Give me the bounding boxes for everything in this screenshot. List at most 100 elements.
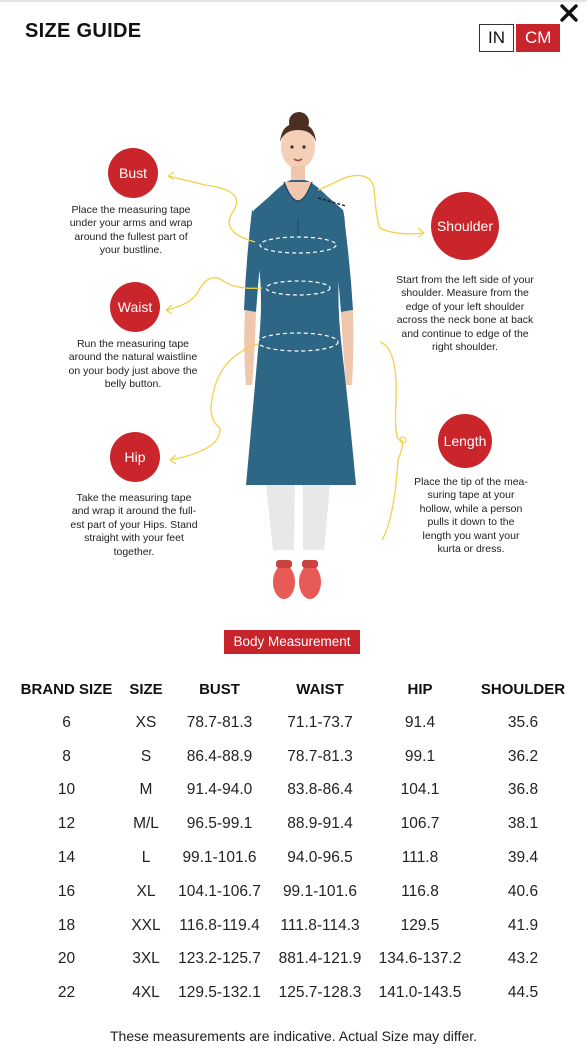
table-cell: 129.5	[400, 916, 440, 934]
measurement-illustration: Bust Place the measuring tape under your…	[0, 100, 587, 610]
table-cell: 18	[57, 916, 76, 934]
table-cell: 39.4	[507, 849, 539, 867]
waist-arrow	[165, 277, 263, 311]
table-cell: 78.7-81.3	[186, 713, 253, 731]
table-cell: 3XL	[132, 950, 160, 968]
table-cell: 104.1	[400, 781, 440, 799]
table-cell: 40.6	[507, 882, 539, 900]
unit-in-button[interactable]: IN	[479, 24, 514, 52]
table-cell: 12	[57, 815, 76, 833]
hip-line	[257, 332, 339, 352]
length-description: Place the tip of the mea- suring tape at…	[414, 476, 528, 556]
table-cell: 91.4-94.0	[186, 781, 253, 799]
size-table: BRAND SIZE SIZE BUST WAIST HIP SHOULDER …	[12, 672, 578, 1010]
kurta	[246, 180, 356, 485]
hip-label-badge: Hip	[110, 432, 160, 482]
column-header: SIZE	[129, 680, 163, 698]
left-pant	[266, 485, 295, 550]
table-cell: 116.8	[401, 882, 439, 900]
hip-arrow	[169, 343, 259, 461]
table-cell: 36.8	[507, 781, 539, 799]
table-cell: 78.7-81.3	[287, 747, 353, 765]
column-header: SHOULDER	[480, 680, 566, 698]
shoulder-description: Start from the left side of your shoulde…	[396, 274, 534, 354]
table-cell: 94.0-96.5	[287, 849, 353, 867]
hair	[280, 123, 316, 142]
table-cell: 43.2	[507, 950, 539, 968]
table-cell: 141.0-143.5	[378, 984, 462, 1002]
table-cell: 99.1-101.6	[282, 882, 358, 900]
table-cell: 20	[57, 950, 76, 968]
neck	[291, 166, 305, 180]
page-title: SIZE GUIDE	[25, 20, 142, 42]
table-cell: 10	[57, 781, 76, 799]
shoulder-arrow	[317, 174, 425, 235]
table-cell: XXL	[131, 916, 161, 934]
table-cell: 104.1-106.7	[178, 882, 261, 900]
right-pant	[303, 485, 330, 550]
table-cell: 41.9	[507, 916, 539, 934]
table-row: 18 XXL 116.8-119.4 111.8-114.3 129.5 41.…	[12, 909, 578, 943]
table-cell: 8	[62, 747, 71, 765]
bust-label-badge: Bust	[108, 148, 158, 198]
length-label-badge: Length	[438, 414, 492, 468]
column-header: BUST	[199, 680, 240, 698]
table-cell: 111.8-114.3	[280, 916, 360, 934]
bust-line	[259, 236, 337, 254]
waist-description: Run the measuring tape around the natura…	[68, 338, 198, 391]
table-cell: 22	[57, 984, 76, 1002]
table-cell: L	[141, 849, 151, 867]
table-cell: 83.8-86.4	[287, 781, 353, 799]
column-header: WAIST	[296, 680, 344, 698]
table-cell: 129.5-132.1	[178, 984, 261, 1002]
disclaimer-text: These measurements are indicative. Actua…	[109, 1028, 478, 1044]
table-cell: M	[139, 781, 153, 799]
neckline	[283, 181, 313, 202]
table-header-row: BRAND SIZE SIZE BUST WAIST HIP SHOULDER	[12, 672, 578, 706]
table-row: 16 XL 104.1-106.7 99.1-101.6 116.8 40.6	[12, 875, 578, 909]
right-forearm	[341, 310, 354, 385]
head	[281, 125, 315, 169]
table-cell: 134.6-137.2	[378, 950, 462, 968]
unit-toggle: IN CM	[479, 24, 561, 52]
waist-label-badge: Waist	[110, 282, 160, 332]
table-cell: 125.7-128.3	[278, 984, 362, 1002]
close-icon[interactable]	[558, 2, 580, 24]
bust-description: Place the measuring tape under your arms…	[69, 204, 193, 257]
column-header: HIP	[407, 680, 433, 698]
shoulder-label-badge: Shoulder	[431, 192, 499, 260]
table-row: 8 S 86.4-88.9 78.7-81.3 99.1 36.2	[12, 740, 578, 774]
table-cell: XL	[136, 882, 156, 900]
hip-description: Take the measuring tape and wrap it arou…	[70, 492, 198, 558]
table-row: 14 L 99.1-101.6 94.0-96.5 111.8 39.4	[12, 841, 578, 875]
table-cell: 881.4-121.9	[278, 950, 362, 968]
top-divider	[0, 0, 587, 2]
table-cell: 116.8-119.4	[179, 916, 260, 934]
table-row: 10 M 91.4-94.0 83.8-86.4 104.1 36.8	[12, 774, 578, 808]
bust-arrow	[167, 175, 256, 243]
table-cell: 16	[57, 882, 76, 900]
table-cell: 99.1-101.6	[182, 849, 257, 867]
table-row: 22 4XL 129.5-132.1 125.7-128.3 141.0-143…	[12, 976, 578, 1010]
table-cell: 106.7	[400, 815, 440, 833]
waist-line	[265, 280, 331, 296]
table-row: 6 XS 78.7-81.3 71.1-73.7 91.4 35.6	[12, 706, 578, 740]
column-header: BRAND SIZE	[20, 680, 113, 698]
left-shoe	[273, 565, 295, 599]
table-cell: 4XL	[132, 984, 160, 1002]
unit-cm-button[interactable]: CM	[516, 24, 561, 52]
table-cell: 99.1	[404, 747, 436, 765]
table-cell: 86.4-88.9	[186, 747, 253, 765]
body-measurement-button[interactable]: Body Measurement	[224, 630, 360, 654]
table-cell: 71.1-73.7	[287, 713, 353, 731]
table-cell: XS	[135, 713, 157, 731]
table-cell: 14	[57, 849, 76, 867]
table-row: 12 M/L 96.5-99.1 88.9-91.4 106.7 38.1	[12, 807, 578, 841]
table-cell: 35.6	[507, 713, 539, 731]
table-cell: 38.1	[507, 815, 539, 833]
table-cell: M/L	[133, 815, 159, 833]
table-cell: 91.4	[404, 713, 436, 731]
table-cell: 111.8	[401, 849, 439, 867]
table-row: 20 3XL 123.2-125.7 881.4-121.9 134.6-137…	[12, 943, 578, 977]
figure-drawing	[165, 112, 425, 599]
